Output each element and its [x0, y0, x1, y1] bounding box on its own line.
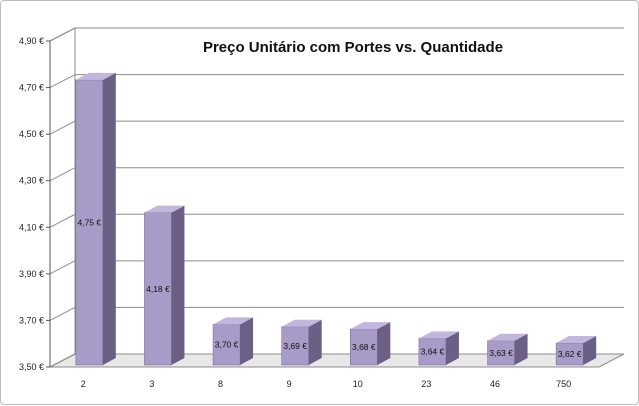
bar-top [75, 72, 116, 80]
x-tick-label: 9 [287, 379, 292, 389]
bar-side [171, 205, 185, 365]
data-label: 4,18 € [146, 284, 170, 294]
data-label: 3,69 € [283, 341, 307, 351]
x-axis-ticks: 2 3 8 9 10 23 46 750 [81, 379, 571, 389]
y-axis-ticks: 3,50 € 3,70 € 3,90 € 4,10 € 4,30 € 4,50 € 4,70… [19, 36, 51, 372]
data-label: 3,68 € [352, 342, 376, 352]
bar-top [144, 205, 185, 213]
x-tick-label: 46 [490, 379, 500, 389]
gridline [49, 213, 624, 228]
y-tick-label: 3,90 € [19, 269, 44, 279]
gridline [49, 74, 624, 89]
y-tick-label: 3,50 € [19, 362, 44, 372]
chart-walls [49, 27, 625, 368]
x-tick-label: 2 [81, 379, 86, 389]
x-tick-label: 750 [556, 379, 571, 389]
bar-top [556, 336, 597, 344]
y-tick-label: 4,50 € [19, 129, 44, 139]
bar-side [102, 72, 116, 365]
bar-top [281, 319, 322, 327]
bar-top [418, 331, 459, 339]
y-tick-label: 4,70 € [19, 83, 44, 93]
gridline [49, 260, 624, 275]
data-label: 3,63 € [489, 348, 513, 358]
y-tick-label: 4,90 € [19, 36, 44, 46]
x-tick-label: 10 [353, 379, 363, 389]
bar [212, 324, 241, 366]
data-label: 4,75 € [77, 217, 101, 227]
data-label: 3,64 € [421, 347, 445, 357]
bar [75, 79, 104, 366]
x-tick-label: 3 [149, 379, 154, 389]
data-label: 3,70 € [215, 340, 239, 350]
floor [49, 353, 625, 368]
bar-side [445, 331, 459, 365]
x-tick-label: 8 [218, 379, 223, 389]
y-tick-label: 4,10 € [19, 222, 44, 232]
y-tick-label: 4,30 € [19, 176, 44, 186]
gridline [49, 167, 624, 182]
bar-top [213, 317, 254, 325]
bar-side [308, 319, 322, 365]
x-tick-label: 23 [421, 379, 431, 389]
gridlines [49, 27, 624, 368]
bar-top [350, 322, 391, 330]
data-label: 3,62 € [558, 349, 582, 359]
bar-side [377, 322, 391, 365]
gridline [49, 120, 624, 135]
bar-side [583, 336, 597, 365]
gridline [49, 306, 624, 321]
bar-side [514, 333, 528, 365]
bars: 4,75 € 4,18 € 3,70 € 3,69 € 3,68 € 3,64 € 3,63… [75, 72, 597, 366]
bar-top [487, 333, 528, 341]
bar [144, 212, 172, 366]
bar-side [240, 317, 254, 365]
gridline [49, 27, 624, 42]
side-wall [49, 27, 76, 368]
y-tick-label: 3,70 € [19, 315, 44, 325]
chart-title: Preço Unitário com Portes vs. Quantidade [203, 39, 503, 56]
